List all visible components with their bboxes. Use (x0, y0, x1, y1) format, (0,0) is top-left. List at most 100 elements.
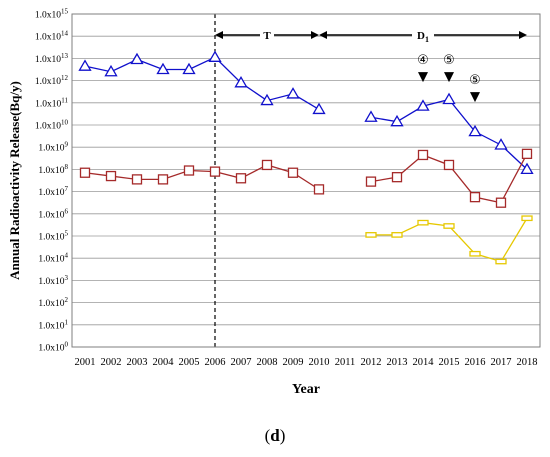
data-point (209, 166, 221, 177)
data-point (79, 167, 91, 178)
y-tick-label: 1.0x100 (38, 341, 68, 354)
series-rect (365, 215, 533, 265)
period-label-bg (260, 27, 274, 43)
data-point (468, 124, 482, 137)
data-point (443, 159, 455, 171)
series-triangle (78, 50, 534, 175)
x-tick-label: 2004 (153, 357, 175, 368)
data-point (521, 215, 533, 222)
data-point (234, 76, 248, 88)
y-tick-label: 1.0x104 (38, 252, 68, 265)
data-point (417, 149, 429, 161)
period-arrowhead-right (519, 31, 527, 39)
plot-frame (71, 13, 541, 348)
y-tick-label: 1.0x1014 (35, 30, 69, 43)
data-point (391, 232, 403, 238)
y-tick-label: 1.0x101 (38, 318, 68, 331)
data-point (312, 102, 326, 115)
period-annotations: T D1 (214, 14, 527, 347)
x-tick-label: 2005 (179, 357, 200, 368)
period-label: D1 (417, 30, 429, 44)
y-tick-label: 1.0x109 (38, 141, 68, 154)
event-markers: ④ ⑤⑤ (417, 53, 481, 103)
data-point (156, 62, 170, 75)
data-point (364, 110, 378, 122)
x-axis-title: Year (292, 382, 320, 397)
x-tick-label: 2002 (101, 357, 122, 368)
event-label: ⑤ (469, 73, 481, 88)
x-tick-label: 2014 (413, 357, 435, 368)
data-point (78, 59, 92, 71)
y-tick-label: 1.0x103 (38, 274, 68, 287)
period-arrowhead-right (311, 31, 319, 39)
data-point (390, 114, 404, 127)
data-point (131, 174, 143, 185)
y-tick-label: 1.0x1011 (35, 96, 68, 109)
series-line (370, 98, 528, 170)
data-point (313, 184, 325, 195)
x-tick-label: 2011 (335, 357, 356, 368)
x-tick-label: 2015 (439, 357, 460, 368)
data-point (260, 93, 274, 106)
data-point (495, 258, 507, 265)
y-tick-label: 1.0x106 (38, 207, 68, 220)
data-point (235, 173, 247, 184)
event-down-triangle (470, 92, 480, 103)
data-point (261, 159, 273, 171)
event-label: ⑤ (443, 53, 455, 68)
data-point (365, 176, 377, 187)
data-point (105, 170, 117, 182)
event-label: ④ (417, 53, 429, 68)
x-tick-label: 2016 (465, 357, 486, 368)
data-point (416, 99, 430, 111)
y-tick-label: 1.0x108 (38, 163, 68, 176)
y-tick-label: 1.0x1015 (35, 8, 69, 21)
x-tick-label: 2017 (491, 357, 512, 368)
series-square (79, 148, 533, 208)
data-point (182, 62, 196, 75)
data-point (130, 52, 144, 65)
data-point (104, 64, 118, 77)
data-point (417, 219, 429, 226)
y-axis-title: Annual Radioactivity Release(Bq/y) (7, 81, 22, 280)
x-tick-label: 2008 (257, 357, 278, 368)
y-tick-label: 1.0x107 (38, 185, 68, 198)
data-point (495, 197, 507, 208)
period-label-bg (412, 27, 434, 43)
x-tick-label: 2007 (231, 357, 252, 368)
series-layer (78, 50, 534, 265)
data-point (286, 87, 300, 99)
data-point (208, 50, 222, 62)
period-label: T (263, 30, 271, 42)
x-tick-label: 2009 (283, 357, 304, 368)
x-tick-label: 2001 (75, 357, 96, 368)
data-point (443, 223, 455, 229)
data-point (183, 165, 195, 176)
grid-lines (72, 13, 540, 348)
x-tick-label: 2013 (387, 357, 408, 368)
y-tick-label: 1.0x1010 (35, 119, 69, 132)
x-tick-labels: 2001 2002 2003 2004 2005 2006 2007 2008 2009 2010… (75, 357, 538, 368)
y-tick-labels: 1.0x100 1.0x101 1.0x102 1.0x103 1.0x104 1.0x1… (35, 8, 69, 354)
period-arrowhead-left (319, 31, 327, 39)
series-line (84, 56, 320, 111)
data-point (442, 92, 456, 105)
event-down-triangle (444, 72, 454, 83)
y-tick-label: 1.0x105 (38, 230, 68, 243)
x-tick-label: 2018 (517, 357, 538, 368)
data-point (520, 162, 534, 175)
y-tick-label: 1.0x102 (38, 296, 68, 309)
data-point (365, 232, 377, 238)
x-tick-label: 2003 (127, 357, 148, 368)
panel-label: (d) (264, 426, 286, 445)
x-tick-label: 2010 (309, 357, 330, 368)
data-point (287, 167, 299, 178)
data-point (521, 148, 533, 160)
y-tick-label: 1.0x1012 (35, 74, 69, 87)
event-down-triangle (418, 72, 428, 83)
data-point (469, 250, 481, 257)
data-point (157, 174, 169, 185)
series-line (84, 164, 320, 190)
data-point (469, 191, 481, 203)
